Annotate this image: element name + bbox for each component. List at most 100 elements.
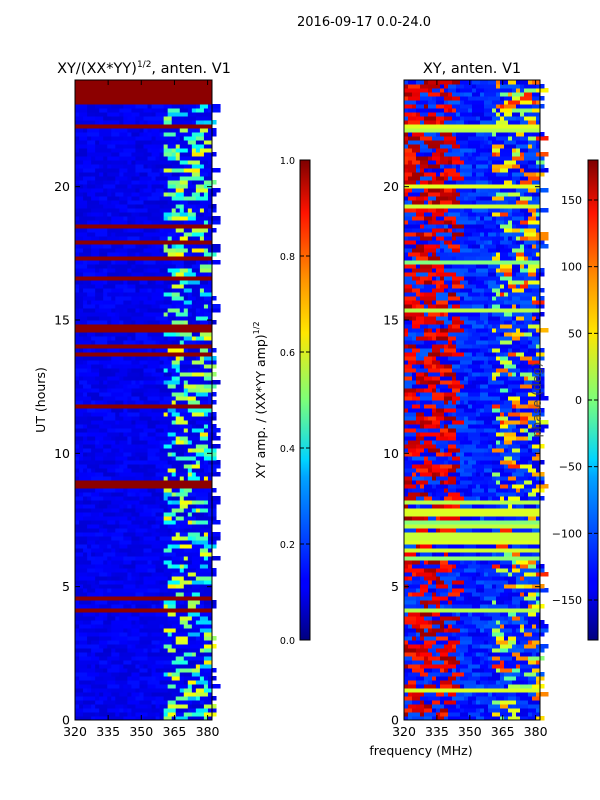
amplitude-cell	[187, 396, 197, 401]
amplitude-cell	[75, 228, 88, 233]
phase-cell	[460, 472, 473, 477]
phase-cell	[496, 488, 501, 493]
phase-cell	[532, 116, 537, 121]
phase-cell	[508, 372, 513, 377]
amplitude-cell	[203, 532, 209, 537]
phase-cell	[428, 160, 437, 165]
amplitude-cell	[115, 304, 128, 309]
amplitude-cell	[107, 544, 112, 549]
phase-cell	[416, 196, 425, 201]
phase-cell	[440, 188, 445, 193]
amplitude-cell	[195, 452, 205, 457]
amplitude-cell	[119, 700, 128, 705]
amplitude-cell	[191, 592, 201, 597]
amplitude-cell	[83, 348, 88, 353]
phase-cell	[524, 376, 529, 381]
phase-cell-row	[404, 532, 540, 537]
phase-cell-row	[404, 500, 540, 505]
phase-cell	[504, 492, 517, 497]
phase-cell	[424, 484, 433, 489]
amplitude-cell	[123, 300, 132, 305]
amplitude-cell	[127, 524, 140, 529]
amplitude-cell	[135, 184, 149, 189]
amplitude-cell	[207, 280, 213, 285]
amplitude-cell	[203, 140, 213, 145]
phase-cell	[436, 476, 449, 481]
amplitude-cell	[163, 672, 169, 677]
amplitude-cell	[179, 176, 193, 181]
amplitude-cell	[175, 204, 185, 209]
amplitude-cell	[199, 432, 209, 437]
phase-cell	[456, 692, 465, 697]
amplitude-cell	[135, 356, 144, 361]
amplitude-cell	[207, 248, 221, 253]
amplitude-cell	[119, 412, 128, 417]
amplitude-cell	[103, 208, 108, 213]
phase-cell	[532, 620, 545, 625]
amplitude-cell	[171, 652, 185, 657]
phase-cell	[460, 552, 465, 557]
phase-cell	[404, 504, 409, 509]
amplitude-cell	[199, 340, 205, 345]
phase-cell	[448, 560, 461, 565]
amplitude-cell	[159, 708, 165, 713]
amplitude-cell	[207, 692, 213, 697]
x-tick-label: 365	[163, 724, 187, 739]
phase-cell	[420, 324, 429, 329]
phase-cell	[500, 332, 505, 337]
amplitude-cell	[99, 636, 112, 641]
phase-cell	[508, 192, 521, 197]
phase-cell	[424, 436, 437, 441]
phase-cell	[456, 216, 469, 221]
phase-cell	[472, 252, 481, 257]
phase-cell	[504, 216, 513, 221]
phase-cell	[448, 316, 453, 321]
phase-cell	[520, 148, 529, 153]
amplitude-cell	[147, 280, 153, 285]
phase-cell	[420, 292, 425, 297]
amplitude-cell	[155, 400, 161, 405]
phase-cell	[476, 624, 485, 629]
amplitude-cell	[79, 704, 84, 709]
phase-cell	[424, 692, 437, 697]
phase-cell	[412, 396, 421, 401]
phase-cell	[424, 616, 433, 621]
phase-cell	[448, 668, 453, 673]
phase-cell	[408, 96, 421, 101]
amplitude-cell	[135, 560, 149, 565]
phase-cell	[476, 472, 481, 477]
phase-cell	[404, 304, 413, 309]
amplitude-cell	[191, 688, 197, 693]
phase-cell	[448, 664, 457, 669]
phase-cell	[484, 464, 493, 469]
amplitude-cell	[79, 652, 88, 657]
phase-cell	[456, 136, 469, 141]
amplitude-cell	[115, 228, 124, 233]
amplitude-cell	[147, 208, 161, 213]
amplitude-cell	[99, 536, 112, 541]
phase-cell	[512, 712, 517, 717]
amplitude-cell	[191, 268, 201, 273]
phase-cell	[436, 552, 445, 557]
phase-cell	[468, 712, 481, 717]
phase-cell	[452, 104, 461, 109]
phase-cell	[464, 400, 469, 405]
amplitude-cell	[167, 564, 173, 569]
phase-cell	[432, 624, 441, 629]
amplitude-cell	[159, 132, 165, 137]
phase-cell	[448, 196, 457, 201]
amplitude-cell	[179, 368, 189, 373]
phase-cell	[496, 252, 501, 257]
amplitude-cell	[123, 576, 128, 581]
amplitude-cell	[107, 468, 116, 473]
phase-cell	[404, 140, 409, 145]
amplitude-cell	[75, 508, 80, 513]
phase-cell	[480, 572, 485, 577]
phase-cell	[404, 156, 409, 161]
phase-cell	[452, 256, 457, 261]
phase-cell	[476, 200, 489, 205]
phase-cell	[404, 664, 409, 669]
phase-cell	[520, 164, 529, 169]
phase-cell	[416, 680, 425, 685]
phase-cell	[404, 604, 417, 609]
